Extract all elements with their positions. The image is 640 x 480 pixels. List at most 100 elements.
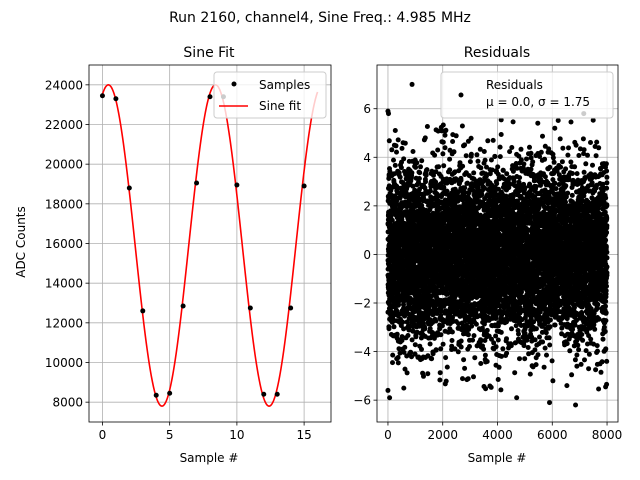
residual-point bbox=[453, 133, 459, 139]
residual-point bbox=[412, 351, 418, 357]
residual-point bbox=[469, 323, 475, 329]
sine-fit-xlabel: Sample # bbox=[180, 451, 239, 465]
sample-point bbox=[113, 96, 119, 102]
residual-point bbox=[443, 127, 449, 133]
residual-point bbox=[483, 386, 489, 392]
sine-fit-plot-area bbox=[99, 84, 319, 407]
sample-point bbox=[153, 392, 159, 398]
residual-point bbox=[400, 319, 406, 325]
residual-point bbox=[504, 171, 510, 177]
residual-point bbox=[467, 159, 473, 165]
sample-point bbox=[234, 182, 240, 188]
residual-point bbox=[497, 144, 503, 150]
y-tick-label: 4 bbox=[363, 151, 371, 165]
residual-point bbox=[433, 318, 439, 324]
residual-point bbox=[399, 145, 405, 151]
residual-point bbox=[427, 188, 433, 194]
y-tick-label: 24000 bbox=[45, 78, 83, 92]
residual-point bbox=[407, 324, 413, 330]
y-tick-label: 10000 bbox=[45, 356, 83, 370]
sample-point bbox=[301, 183, 307, 189]
residual-point bbox=[471, 170, 477, 176]
residual-point bbox=[517, 356, 522, 362]
y-tick-label: 14000 bbox=[45, 277, 83, 291]
sine-fit-line bbox=[101, 84, 319, 407]
y-tick-label: 8000 bbox=[52, 396, 83, 410]
residual-point bbox=[395, 289, 401, 295]
residual-point bbox=[440, 341, 446, 347]
residual-point bbox=[443, 355, 449, 361]
residual-point bbox=[516, 179, 522, 185]
residual-point bbox=[393, 143, 399, 149]
residual-point bbox=[461, 357, 467, 363]
residual-point bbox=[495, 377, 501, 382]
residual-point bbox=[409, 354, 414, 360]
residual-point bbox=[490, 137, 496, 143]
residual-point bbox=[458, 338, 464, 344]
y-tick-label: 12000 bbox=[45, 316, 83, 330]
residual-point bbox=[438, 346, 444, 352]
residual-point bbox=[395, 355, 401, 360]
residual-point bbox=[427, 326, 433, 332]
residual-point bbox=[437, 377, 443, 383]
residual-point bbox=[413, 164, 419, 170]
residual-point bbox=[442, 132, 448, 138]
residual-point bbox=[475, 158, 481, 164]
x-tick-label: 0 bbox=[384, 428, 392, 442]
residual-point bbox=[424, 124, 430, 129]
residual-point bbox=[392, 162, 398, 168]
sample-point bbox=[180, 303, 186, 309]
y-tick-label: 22000 bbox=[45, 118, 83, 132]
residual-point bbox=[495, 164, 501, 170]
residual-point bbox=[473, 321, 479, 327]
residual-point bbox=[518, 146, 524, 152]
sample-point bbox=[126, 185, 132, 191]
sample-point bbox=[207, 94, 213, 100]
residual-point bbox=[390, 352, 396, 358]
residual-point bbox=[431, 172, 436, 178]
residual-point bbox=[410, 328, 416, 334]
residual-point bbox=[402, 313, 408, 319]
residual-point bbox=[405, 333, 411, 338]
residual-point bbox=[462, 142, 468, 148]
residual-point bbox=[468, 135, 474, 141]
residual-point bbox=[495, 337, 501, 343]
residuals-title: Residuals bbox=[464, 45, 530, 61]
residual-point bbox=[424, 167, 430, 173]
residual-point bbox=[463, 153, 469, 159]
sample-point bbox=[247, 305, 253, 311]
residual-point bbox=[401, 385, 407, 391]
x-tick-label: 10 bbox=[229, 428, 244, 442]
residual-point bbox=[409, 337, 415, 343]
residual-point bbox=[433, 347, 439, 353]
residual-point bbox=[402, 344, 408, 350]
residual-point bbox=[493, 344, 499, 350]
residual-point bbox=[419, 346, 424, 352]
residual-point bbox=[394, 331, 400, 337]
sample-point bbox=[261, 391, 267, 397]
residuals-plot-area bbox=[385, 81, 610, 408]
residual-point bbox=[449, 329, 455, 335]
residual-point bbox=[416, 176, 422, 181]
residual-point bbox=[399, 338, 405, 343]
residual-point bbox=[402, 140, 408, 146]
residual-point bbox=[390, 360, 395, 366]
y-tick-label: 20000 bbox=[45, 158, 83, 172]
residual-point bbox=[468, 151, 474, 157]
residual-point bbox=[414, 160, 420, 166]
residual-point bbox=[451, 149, 457, 155]
residual-point bbox=[462, 365, 468, 371]
x-tick-label: 2000 bbox=[427, 428, 458, 442]
residual-point bbox=[449, 338, 455, 343]
residual-point bbox=[496, 364, 502, 370]
residual-point bbox=[482, 157, 488, 163]
residual-point bbox=[427, 341, 433, 347]
sine-fit-ylabel: ADC Counts bbox=[14, 206, 28, 278]
residual-point bbox=[498, 329, 504, 335]
residual-point bbox=[404, 370, 410, 376]
residual-point bbox=[422, 326, 428, 332]
residual-point bbox=[401, 326, 407, 332]
sample-point bbox=[288, 305, 294, 311]
x-tick-label: 4000 bbox=[482, 428, 513, 442]
